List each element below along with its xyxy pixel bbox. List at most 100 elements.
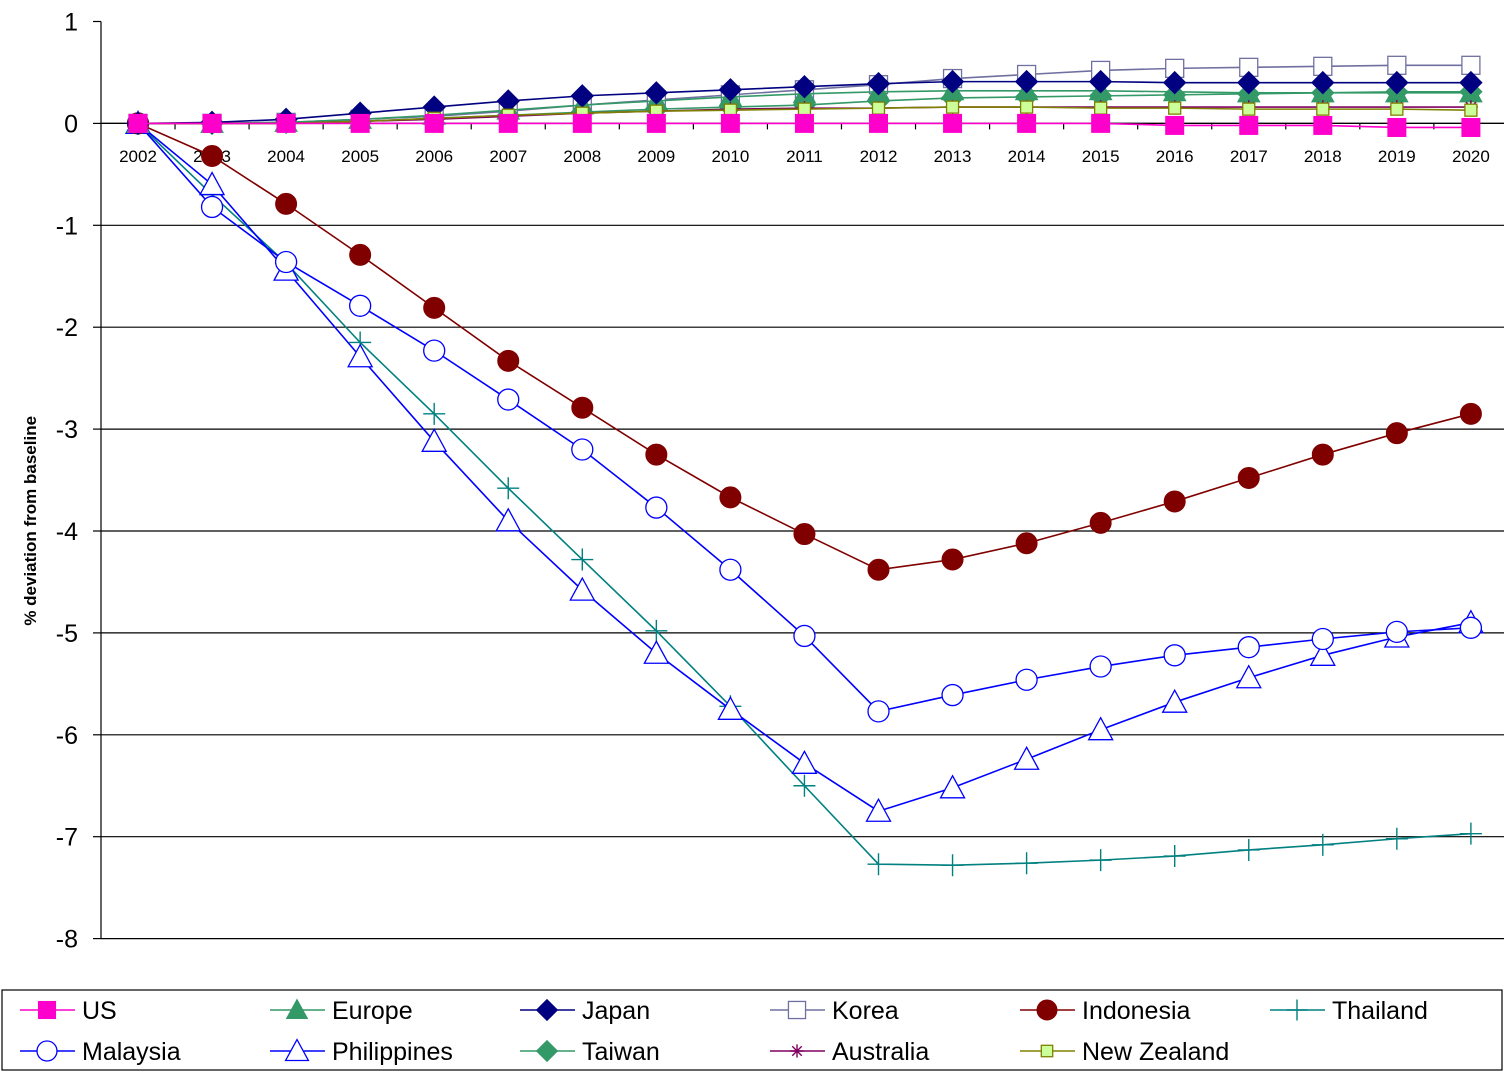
legend-item-japan: Japan [520, 997, 650, 1025]
data-point-malaysia [1311, 627, 1334, 651]
y-tick-label: 1 [64, 9, 78, 37]
data-point-malaysia [200, 195, 224, 219]
series-lines [124, 55, 1484, 877]
data-point-philippines [939, 774, 966, 799]
data-point-thailand [1311, 833, 1334, 856]
data-point-japan [1014, 69, 1039, 94]
x-tick-label: 2007 [489, 147, 527, 166]
series-line-philippines [137, 122, 1472, 813]
data-point-us [202, 113, 222, 133]
data-point-malaysia [941, 683, 964, 707]
data-point-thailand [1163, 845, 1186, 868]
legend-marker [284, 1038, 310, 1062]
data-point-us [498, 113, 518, 133]
data-point-us [424, 113, 444, 133]
y-tick-label: -5 [56, 620, 78, 648]
legend-label: Europe [332, 997, 413, 1025]
x-tick-label: 2010 [711, 147, 749, 166]
data-point-us [276, 113, 296, 133]
data-point-us [572, 113, 592, 133]
data-point-indonesia [571, 396, 594, 419]
legend: US Europe Japan Korea Indonesia Thailand Malay… [1, 989, 1503, 1071]
data-point-malaysia [423, 339, 446, 362]
y-tick-label: -1 [56, 212, 78, 240]
data-point-indonesia [1089, 511, 1112, 534]
data-point-philippines [347, 343, 374, 368]
data-point-thailand [941, 854, 964, 877]
data-point-indonesia [423, 296, 446, 319]
data-point-us [1239, 115, 1259, 135]
x-tick-label: 2008 [563, 147, 601, 166]
data-point-japan [1385, 70, 1409, 95]
data-point-thailand [1385, 827, 1408, 850]
legend-marker [535, 1039, 559, 1063]
x-tick-label: 2016 [1156, 147, 1194, 166]
series-malaysia [126, 112, 1483, 723]
x-tick-label: 2013 [934, 147, 972, 166]
legend-item-indonesia: Indonesia [1020, 997, 1191, 1025]
data-point-new-zealand [1019, 100, 1034, 114]
data-point-new-zealand [1242, 102, 1256, 116]
y-tick-label: -6 [56, 722, 78, 750]
data-point-us [128, 113, 148, 133]
data-point-japan [718, 78, 743, 102]
data-point-malaysia [719, 558, 742, 581]
legend-marker [1286, 999, 1308, 1021]
data-point-indonesia [1163, 490, 1186, 513]
legend-item-australia: Australia [770, 1038, 929, 1066]
data-point-philippines [1013, 745, 1040, 770]
data-point-malaysia [793, 624, 816, 648]
data-point-us [1165, 115, 1185, 135]
legend-item-new-zealand: New Zealand [1020, 1038, 1229, 1066]
y-tick-label: -7 [56, 824, 78, 852]
legend-marker [790, 1044, 804, 1058]
data-point-indonesia [201, 145, 224, 168]
x-tick-label: 2014 [1008, 147, 1046, 166]
data-point-japan [1162, 70, 1187, 95]
legend-marker [285, 998, 309, 1020]
data-point-new-zealand [945, 100, 960, 114]
data-point-indonesia [275, 192, 298, 215]
data-point-thailand [793, 774, 816, 797]
legend-item-malaysia: Malaysia [20, 1038, 181, 1066]
legend-item-thailand: Thailand [1270, 997, 1428, 1025]
data-point-thailand [497, 477, 520, 500]
data-point-malaysia [497, 388, 520, 411]
data-point-malaysia [1459, 616, 1483, 639]
axes: 10-1-2-3-4-5-6-7-82002200320042005200620… [21, 9, 1504, 954]
series-us [128, 113, 1481, 137]
data-point-malaysia [1015, 668, 1038, 691]
legend-marker [787, 1000, 807, 1020]
legend-label: US [82, 997, 117, 1025]
legend-box [1, 989, 1503, 1071]
data-point-new-zealand [1168, 101, 1182, 115]
series-philippines [124, 110, 1484, 822]
x-tick-label: 2002 [119, 147, 157, 166]
data-point-us [350, 113, 370, 133]
data-point-new-zealand [1094, 101, 1108, 115]
legend-marker [535, 998, 559, 1022]
data-point-philippines [198, 171, 226, 196]
data-point-us [1091, 113, 1111, 133]
data-point-us [720, 113, 740, 133]
data-point-malaysia [348, 294, 372, 317]
data-point-thailand [1089, 849, 1112, 872]
data-point-japan [1311, 70, 1335, 95]
legend-label: Japan [582, 997, 650, 1025]
data-point-philippines [569, 576, 596, 601]
data-point-malaysia [1163, 644, 1186, 667]
x-tick-label: 2017 [1230, 147, 1268, 166]
x-tick-label: 2004 [267, 147, 305, 166]
data-point-thailand [1459, 822, 1482, 845]
y-tick-label: 0 [64, 110, 78, 138]
data-point-us [1461, 117, 1481, 137]
x-tick-label: 2009 [637, 147, 675, 166]
data-point-new-zealand [1464, 103, 1478, 117]
data-point-malaysia [645, 496, 668, 519]
y-tick-label: -3 [56, 416, 78, 444]
data-point-us [943, 113, 963, 133]
data-point-philippines [643, 639, 670, 664]
data-point-thailand [867, 853, 890, 876]
